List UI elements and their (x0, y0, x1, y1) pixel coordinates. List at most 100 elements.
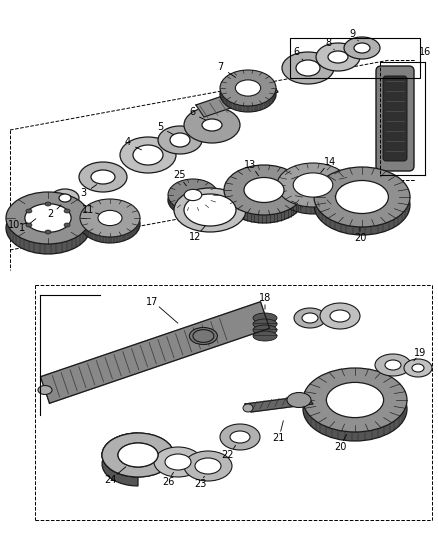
Ellipse shape (328, 51, 348, 63)
Ellipse shape (336, 181, 389, 214)
Ellipse shape (303, 377, 407, 441)
Ellipse shape (38, 385, 52, 394)
FancyBboxPatch shape (376, 66, 414, 171)
Text: 14: 14 (324, 157, 336, 167)
Ellipse shape (202, 119, 222, 131)
Ellipse shape (220, 76, 276, 112)
Ellipse shape (154, 447, 202, 477)
Polygon shape (102, 433, 138, 486)
Ellipse shape (294, 308, 326, 328)
Ellipse shape (184, 451, 232, 481)
Ellipse shape (220, 70, 276, 106)
Ellipse shape (51, 189, 79, 207)
Ellipse shape (170, 133, 190, 147)
Text: 4: 4 (125, 137, 131, 147)
Text: 5: 5 (157, 122, 163, 132)
Ellipse shape (174, 188, 246, 232)
Ellipse shape (120, 137, 176, 173)
Ellipse shape (118, 443, 158, 467)
Text: 25: 25 (174, 170, 186, 180)
Ellipse shape (26, 200, 58, 220)
Ellipse shape (235, 80, 261, 96)
Text: 20: 20 (334, 442, 346, 452)
Ellipse shape (330, 310, 350, 322)
Ellipse shape (26, 209, 32, 213)
Text: 22: 22 (222, 450, 234, 460)
Polygon shape (40, 302, 269, 403)
Ellipse shape (277, 170, 349, 214)
Ellipse shape (168, 179, 218, 211)
Text: 19: 19 (414, 348, 426, 358)
Polygon shape (245, 396, 313, 412)
Ellipse shape (165, 454, 191, 470)
Ellipse shape (45, 230, 51, 234)
Ellipse shape (412, 364, 424, 372)
Ellipse shape (34, 205, 50, 215)
Ellipse shape (189, 327, 217, 344)
Ellipse shape (385, 360, 401, 370)
Text: 7: 7 (217, 62, 223, 72)
Text: 10: 10 (8, 220, 20, 230)
Ellipse shape (80, 205, 140, 243)
Ellipse shape (287, 392, 311, 408)
Ellipse shape (80, 199, 140, 237)
Ellipse shape (118, 443, 158, 467)
FancyBboxPatch shape (383, 76, 407, 161)
Text: 13: 13 (244, 160, 256, 170)
Ellipse shape (98, 211, 122, 225)
Ellipse shape (102, 433, 174, 477)
Ellipse shape (168, 184, 218, 216)
Ellipse shape (375, 354, 411, 376)
Text: 17: 17 (146, 297, 158, 307)
Ellipse shape (326, 382, 384, 417)
Text: 21: 21 (272, 433, 284, 443)
Ellipse shape (253, 331, 277, 341)
Ellipse shape (25, 204, 71, 232)
Text: 11: 11 (82, 205, 94, 215)
Ellipse shape (45, 202, 51, 206)
Text: 6: 6 (189, 107, 195, 117)
Ellipse shape (195, 458, 221, 474)
Ellipse shape (193, 329, 214, 342)
Ellipse shape (302, 313, 318, 323)
Ellipse shape (320, 303, 360, 329)
Text: 20: 20 (354, 233, 366, 243)
Ellipse shape (133, 145, 163, 165)
Ellipse shape (184, 189, 202, 200)
Text: 26: 26 (162, 477, 174, 487)
Text: 1: 1 (19, 223, 25, 233)
Ellipse shape (253, 325, 277, 335)
Ellipse shape (314, 167, 410, 227)
Ellipse shape (354, 43, 370, 53)
Ellipse shape (277, 163, 349, 207)
Ellipse shape (230, 431, 250, 443)
Ellipse shape (59, 194, 71, 202)
Ellipse shape (6, 202, 90, 254)
Ellipse shape (243, 404, 253, 412)
Ellipse shape (102, 433, 174, 477)
Ellipse shape (303, 368, 407, 432)
Ellipse shape (314, 175, 410, 235)
Ellipse shape (244, 177, 284, 203)
Ellipse shape (184, 107, 240, 143)
Ellipse shape (224, 173, 304, 223)
Text: 9: 9 (349, 29, 355, 39)
Ellipse shape (404, 359, 432, 377)
Text: 18: 18 (259, 293, 271, 303)
Ellipse shape (64, 223, 70, 227)
Text: 3: 3 (80, 188, 86, 198)
Text: 23: 23 (194, 479, 206, 489)
Ellipse shape (220, 424, 260, 450)
Text: 6: 6 (293, 47, 299, 57)
Text: 2: 2 (47, 209, 53, 219)
Ellipse shape (253, 313, 277, 323)
Ellipse shape (91, 170, 115, 184)
Ellipse shape (253, 319, 277, 329)
Ellipse shape (296, 60, 320, 76)
Ellipse shape (293, 173, 333, 197)
Ellipse shape (79, 162, 127, 192)
Text: 24: 24 (104, 475, 116, 485)
Ellipse shape (316, 43, 360, 71)
Ellipse shape (158, 126, 202, 154)
Ellipse shape (184, 194, 236, 226)
